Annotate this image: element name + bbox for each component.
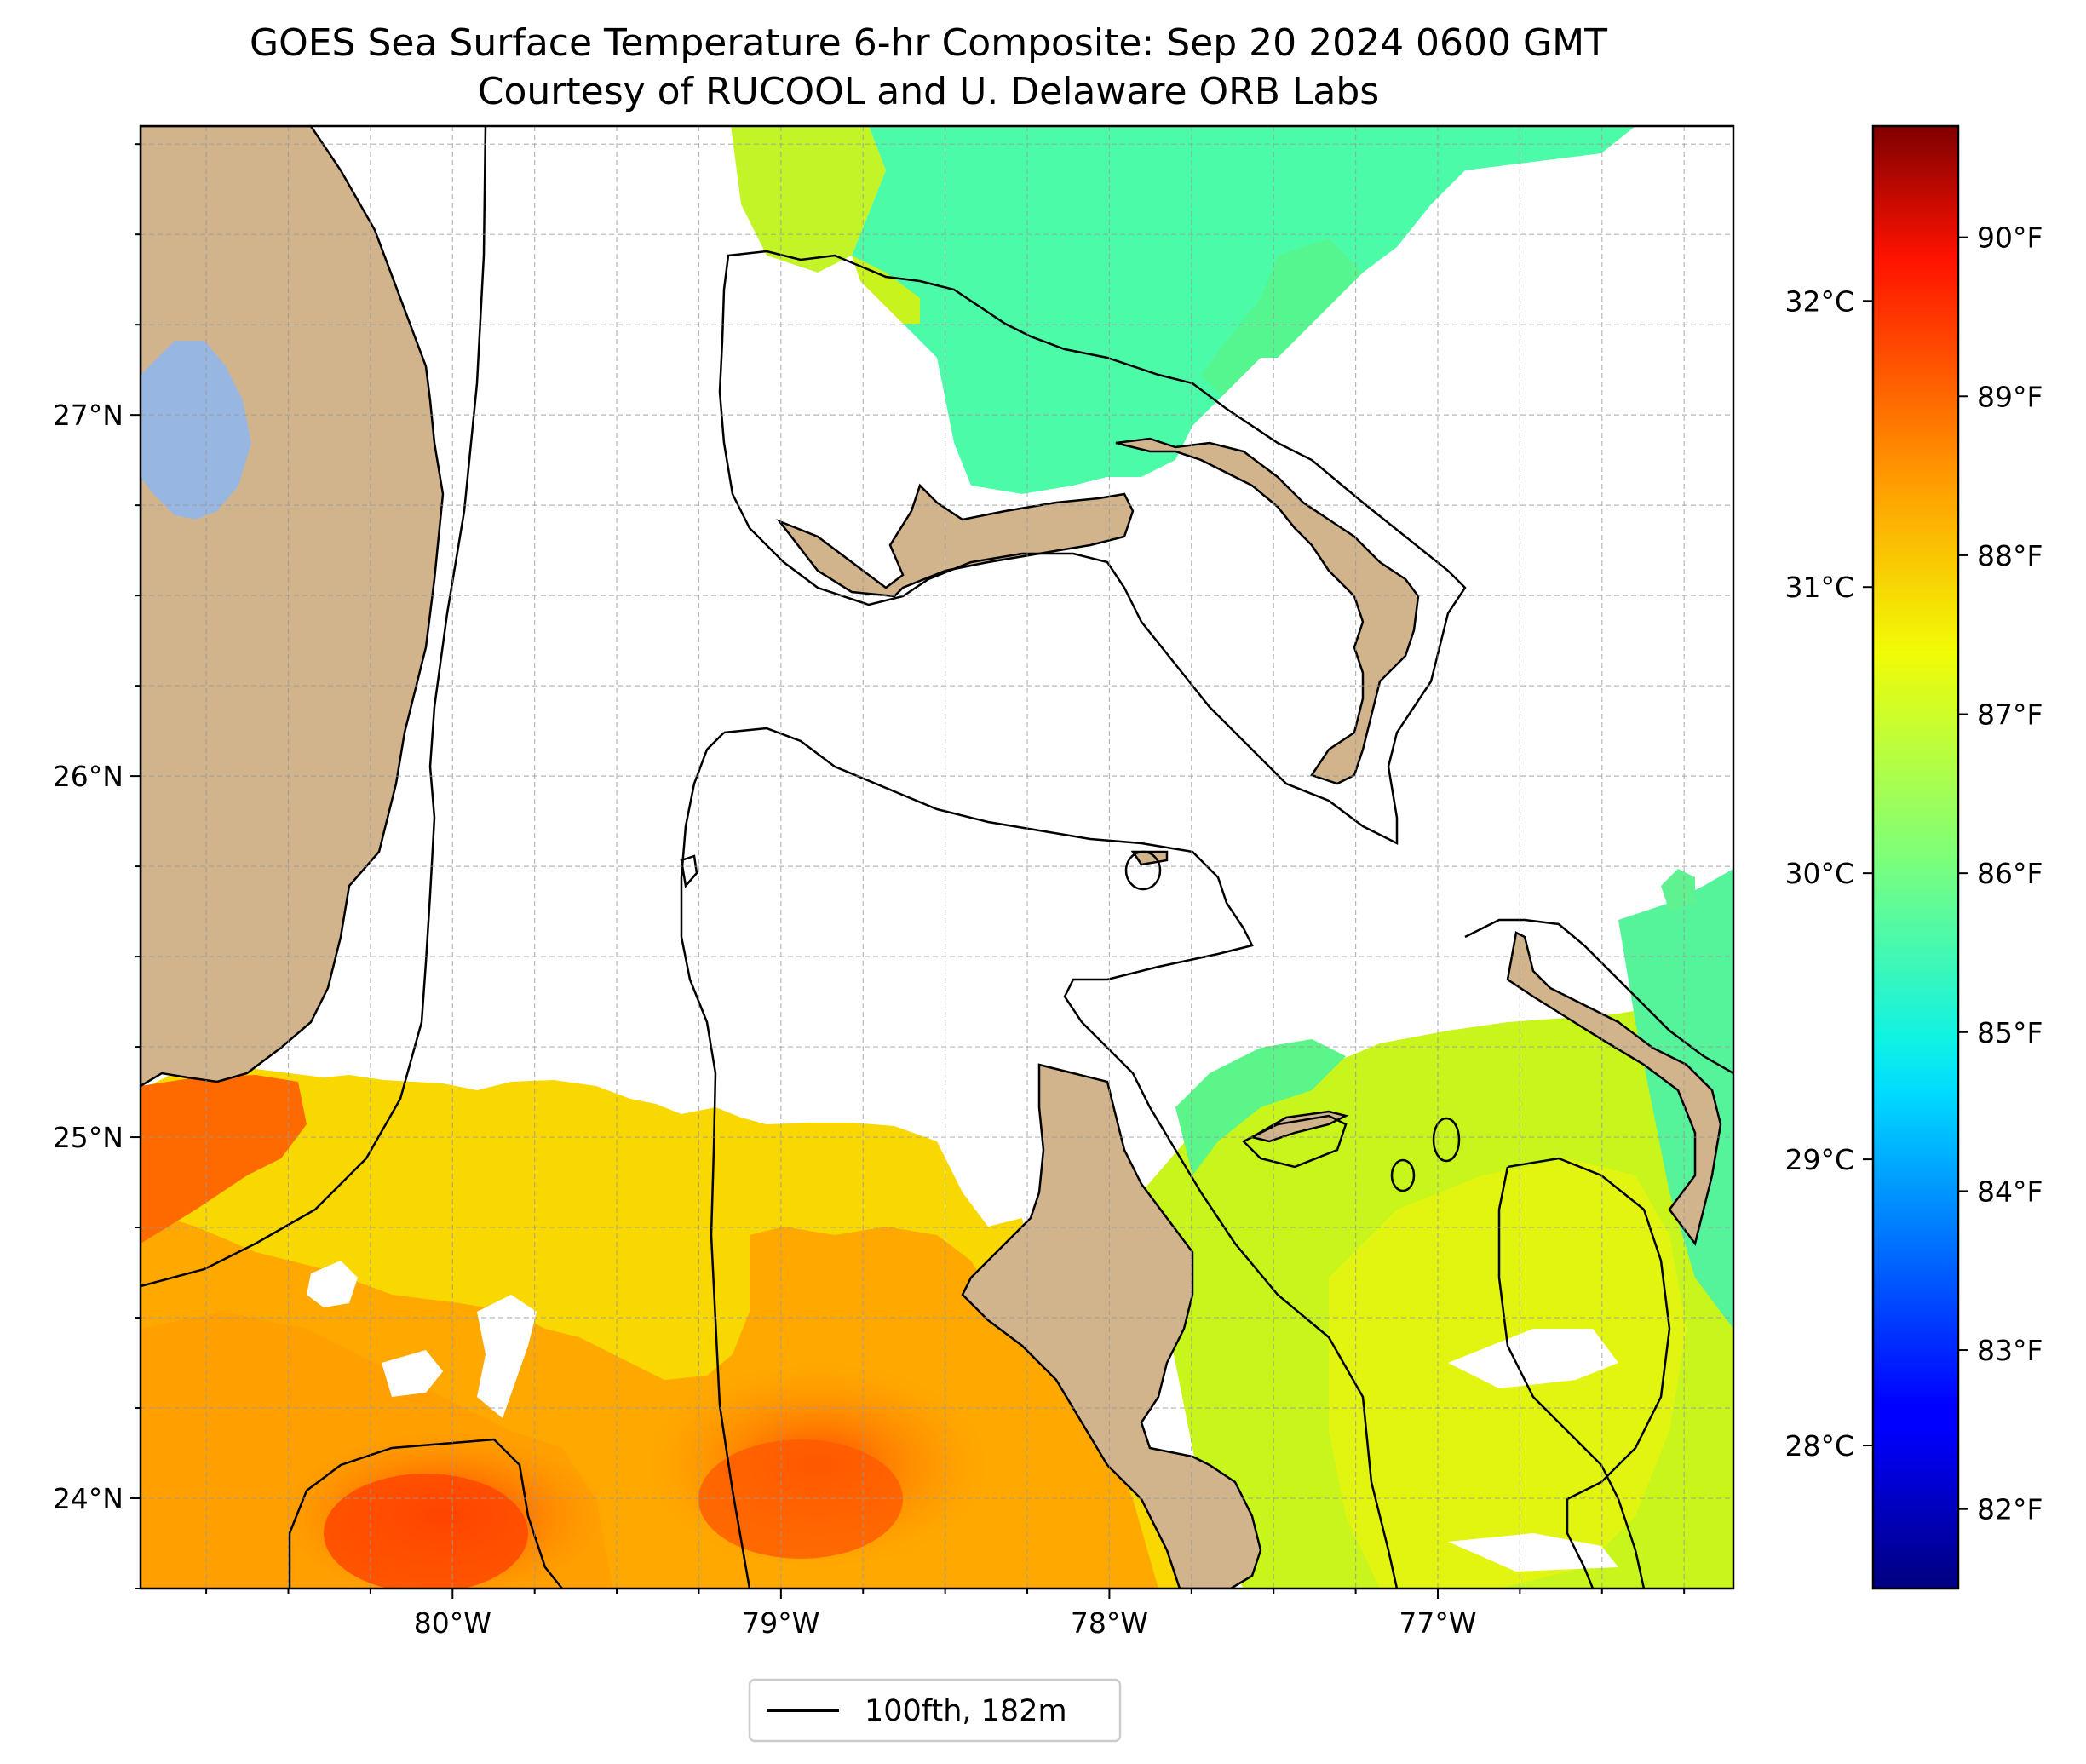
map-axes [141,126,1733,1589]
colorbar-f-label: 86°F [1977,857,2043,890]
colorbar-c-label: 31°C [1784,571,1854,604]
colorbar-f-label: 87°F [1977,698,2043,732]
isobath-tongue-inner [1497,1166,1646,1589]
lon-tick-label: 78°W [1071,1606,1148,1640]
lat-tick-label: 25°N [53,1121,124,1154]
colorbar-celsius-ticks: 32°C 31°C 30°C 29°C 28°C [1784,284,1873,1462]
isobath-small-island-2 [1390,1158,1416,1192]
isobath-eleuthera [1464,918,1733,1075]
isobath-south-shelf [288,1438,563,1589]
sst-north-cyan [852,126,1635,494]
sst-fl-keys-hot [141,1075,307,1244]
great-abaco-land [1115,437,1420,785]
lon-tick-group: 80°W 79°W 78°W 77°W [205,1589,1686,1640]
map-gridlines [141,126,1733,1589]
lat-tick-group: 24°N 25°N 26°N 27°N [53,143,141,1589]
colorbar-c-label: 28°C [1784,1429,1854,1462]
map-frame [139,124,1735,1590]
figure-subtitle: Courtesy of RUCOOL and U. Delaware ORB L… [478,70,1379,113]
cloud-mask-patch-2 [477,1295,537,1418]
sst-hotspot-southwest-core [324,1474,528,1589]
no-data-center [426,126,1661,1133]
lat-tick-label: 24°N [53,1482,124,1515]
grand-bahama-land [776,483,1135,598]
colorbar-f-label: 84°F [1977,1175,2043,1208]
isobath-great-bahama-bank [723,727,1399,1589]
cloud-mask-west-south [307,1261,358,1307]
colorbar-f-label: 88°F [1977,539,2043,572]
figure-title: GOES Sea Surface Temperature 6-hr Compos… [250,21,1607,65]
sst-north-yellowgreen [731,126,886,273]
sst-east-green-coast [1618,869,1733,1329]
colorbar-c-label: 30°C [1784,857,1854,890]
legend: 100fth, 182m [748,1678,1122,1743]
isobath-bimini-islet [680,854,698,888]
lat-tick-label: 27°N [53,399,124,432]
sst-green-patch-east2 [1661,869,1695,911]
colorbar-gradient [1871,124,1960,1590]
lake-okeechobee [141,341,251,520]
isobath-little-bahama-bank [718,250,1467,846]
andros-island-land [961,1063,1262,1589]
sst-north-green-right [1201,238,1363,400]
legend-label: 100fth, 182m [865,1694,1067,1728]
isobath-100fth [141,126,1733,1589]
legend-box [748,1678,1122,1743]
isobath-tongue-of-ocean [1507,1157,1671,1589]
colorbar-f-label: 85°F [1977,1016,2043,1049]
lon-tick-label: 77°W [1399,1606,1476,1640]
cloud-mask-patch-1 [382,1350,443,1397]
cloud-mask-patch-3 [1448,1329,1618,1388]
colorbar-c-label: 32°C [1784,284,1854,318]
colorbar-f-label: 83°F [1977,1334,2043,1367]
eleuthera-land [1506,931,1722,1246]
lon-tick-label: 80°W [414,1606,491,1640]
sst-east-green [1175,1039,1346,1175]
cloud-mask-patch-4 [1448,1533,1618,1572]
colorbar-f-label: 89°F [1977,380,2043,413]
lon-tick-label: 79°W [742,1606,819,1640]
isobath-bank-west-edge [680,732,751,1589]
colorbar-fahrenheit-ticks: 90°F 89°F 88°F 87°F 86°F 85°F 84°F 83°F 82°F [1958,221,2043,1526]
colorbar-f-label: 82°F [1977,1493,2043,1526]
sst-hotspot-central-core [698,1439,903,1559]
isobath-berry-ring [1124,850,1162,891]
isobath-florida-shelf [141,126,487,1288]
isobath-small-island [1432,1117,1461,1163]
lat-tick-label: 26°N [53,760,124,793]
colorbar-c-label: 29°C [1784,1143,1854,1176]
colorbar-f-label: 90°F [1977,221,2043,255]
